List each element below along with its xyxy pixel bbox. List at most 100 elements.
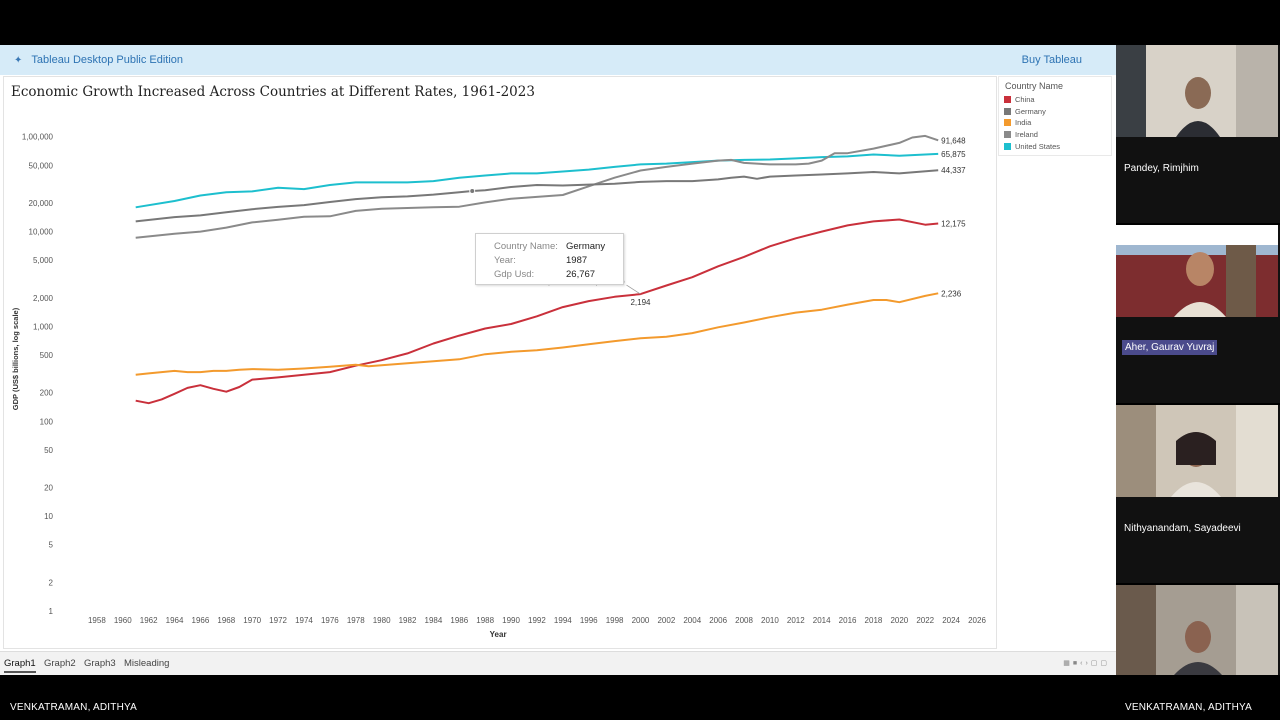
series-line-ireland	[135, 134, 939, 239]
x-tick-label: 2020	[890, 616, 908, 625]
tab-graph2[interactable]: Graph2	[44, 658, 76, 669]
x-tick-label: 2000	[632, 616, 650, 625]
end-label: 65,875	[941, 150, 966, 159]
y-axis-title: GDP (US$ billions, log scale)	[11, 307, 20, 410]
y-tick-label: 100	[40, 417, 54, 426]
tooltip-country-label: Country Name:	[494, 241, 558, 252]
chart-svg: 1 2 5 10 20 50 100 200 500 1,000 2,000 5,000 10,000 2…	[11, 133, 986, 639]
x-tick-label: 1992	[528, 616, 546, 625]
x-tick-label: 2010	[761, 616, 779, 625]
tab-graph1[interactable]: Graph1	[4, 658, 36, 673]
y-tick-label: 10	[44, 512, 53, 521]
y-tick-label: 1,000	[33, 322, 54, 331]
video-feed-image	[1116, 225, 1278, 317]
x-tick-label: 2024	[942, 616, 960, 625]
tooltip-country-row: Country Name: Germany	[494, 241, 605, 252]
x-tick-label: 1964	[166, 616, 184, 625]
legend-item-germany[interactable]: Germany	[1004, 106, 1111, 118]
screen-share: ✦ Tableau Desktop Public Edition Buy Tab…	[0, 45, 1116, 675]
legend-item-united-states[interactable]: United States	[1004, 140, 1111, 152]
video-feed-image	[1116, 585, 1278, 675]
end-label: 44,337	[941, 166, 966, 175]
x-tick-label: 1960	[114, 616, 132, 625]
legend-label: Ireland	[1015, 130, 1038, 140]
x-tick-label: 1968	[217, 616, 235, 625]
tooltip-year-row: Year: 1987	[494, 255, 587, 266]
participant-name-3: Nithyanandam, Sayadeevi	[1124, 523, 1241, 534]
x-tick-label: 1984	[425, 616, 443, 625]
x-tick-label: 2018	[865, 616, 883, 625]
x-tick-label: 2004	[683, 616, 701, 625]
bottom-name-right: VENKATRAMAN, ADITHYA	[1125, 702, 1252, 713]
x-tick-label: 1958	[88, 616, 106, 625]
tab-misleading[interactable]: Misleading	[124, 658, 170, 669]
y-tick-label: 200	[40, 389, 54, 398]
x-tick-label: 1972	[269, 616, 287, 625]
annotation-leader	[626, 284, 641, 295]
legend-swatch	[1004, 107, 1011, 115]
tableau-logo-icon: ✦	[14, 54, 23, 66]
y-tick-label: 2	[49, 578, 54, 587]
y-tick-label: 5,000	[33, 256, 54, 265]
legend-swatch	[1004, 131, 1011, 139]
x-tick-label: 2016	[839, 616, 857, 625]
app-title: Tableau Desktop Public Edition	[31, 54, 184, 66]
x-tick-label: 2008	[735, 616, 753, 625]
y-tick-label: 20,000	[29, 199, 54, 208]
participant-name-2: Aher, Gaurav Yuvraj	[1122, 340, 1218, 355]
legend-item-india[interactable]: India	[1004, 117, 1111, 129]
end-label: 91,648	[941, 136, 966, 145]
x-tick-label: 1976	[321, 616, 339, 625]
series-line-china	[135, 218, 939, 405]
legend-item-ireland[interactable]: Ireland	[1004, 129, 1111, 141]
participant-tile-1: Pandey, Rimjhim	[1116, 45, 1280, 223]
legend-label: Germany	[1015, 106, 1046, 116]
series-line-germany	[135, 169, 939, 223]
x-tick-label: 2012	[787, 616, 805, 625]
end-label: 2,236	[941, 289, 962, 298]
legend-item-china[interactable]: China	[1004, 94, 1111, 106]
participant-tile-4	[1116, 585, 1280, 675]
y-tick-label: 20	[44, 484, 53, 493]
x-tick-label: 1974	[295, 616, 313, 625]
x-axis-title: Year	[490, 630, 507, 639]
x-tick-label: 2026	[968, 616, 986, 625]
x-tick-label: 2006	[709, 616, 727, 625]
x-tick-label: 1998	[606, 616, 624, 625]
x-tick-label: 1996	[580, 616, 598, 625]
legend-label: United States	[1015, 141, 1061, 151]
tooltip-year-label: Year:	[494, 255, 516, 266]
y-tick-label: 50	[44, 446, 53, 455]
legend-label: India	[1015, 118, 1032, 128]
x-tick-label: 1978	[347, 616, 365, 625]
y-tick-label: 500	[40, 351, 54, 360]
y-tick-label: 10,000	[29, 228, 54, 237]
legend-swatch	[1004, 96, 1011, 104]
chart-title: Economic Growth Increased Across Countri…	[11, 84, 535, 100]
x-tick-label: 2022	[916, 616, 934, 625]
worksheet: 1 2 5 10 20 50 100 200 500 1,000 2,000 5,000 10,000 2…	[3, 76, 997, 649]
x-tick-label: 1980	[373, 616, 391, 625]
x-tick-label: 1970	[243, 616, 261, 625]
tooltip-year-value: 1987	[566, 255, 588, 266]
hover-point	[469, 188, 476, 195]
sheet-tabs: Graph1 Graph2 Graph3 Misleading ▦■‹›▢▢	[0, 651, 1116, 675]
tableau-header: ✦ Tableau Desktop Public Edition Buy Tab…	[0, 45, 1116, 75]
bottom-name-left: VENKATRAMAN, ADITHYA	[10, 702, 137, 713]
y-tick-label: 1	[49, 607, 54, 616]
x-tick-label: 1966	[192, 616, 210, 625]
annotation-value: 2,194	[630, 298, 651, 307]
video-feed-image	[1116, 405, 1278, 497]
x-tick-label: 1988	[476, 616, 494, 625]
series-line-united-states	[135, 152, 939, 209]
tooltip-gdp-row: Gdp Usd: 26,767	[494, 269, 595, 280]
x-tick-label: 1994	[554, 616, 572, 625]
view-controls-icon[interactable]: ▦■‹›▢▢	[1063, 660, 1110, 667]
tooltip-country-value: Germany	[566, 241, 606, 252]
buy-tableau-link[interactable]: Buy Tableau	[1021, 54, 1082, 66]
tab-graph3[interactable]: Graph3	[84, 658, 116, 669]
tooltip-gdp-label: Gdp Usd:	[494, 269, 535, 280]
x-tick-label: 2014	[813, 616, 831, 625]
end-label: 12,175	[941, 219, 966, 228]
participant-tile-3: Nithyanandam, Sayadeevi	[1116, 405, 1280, 583]
